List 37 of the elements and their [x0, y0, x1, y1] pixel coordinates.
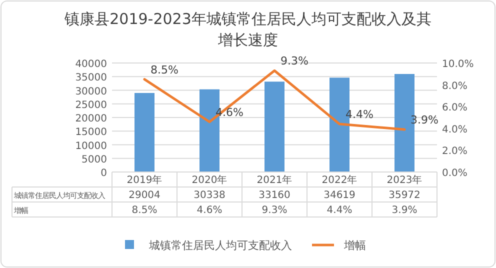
- y2-tick-label: 2.0%: [442, 146, 468, 158]
- data-label: 30338: [194, 190, 226, 201]
- y2-tick-label: 0.0%: [442, 168, 468, 179]
- chart-title: 镇康县2019-2023年城镇常住居民人均可支配收入及其增长速度: [64, 10, 432, 49]
- x-tick-label: 2019年: [126, 174, 162, 186]
- data-label: 29004: [128, 190, 160, 201]
- y-tick-label: 20000: [75, 114, 107, 124]
- y-tick-label: 15000: [75, 127, 107, 138]
- x-tick-label: 2023年: [386, 174, 422, 186]
- y2-tick-label: 4.0%: [442, 124, 468, 136]
- data-label: 8.5%: [132, 205, 158, 216]
- data-label: 4.4%: [326, 205, 352, 216]
- y-tick-label: 5000: [82, 154, 107, 166]
- y-tick-label: 25000: [75, 100, 107, 111]
- data-label: 3.9%: [392, 205, 418, 216]
- y-tick-label: 40000: [75, 59, 107, 70]
- legend-label: 城镇常住居民人均可支配收入: [148, 239, 292, 252]
- y2-tick-label: 8.0%: [442, 80, 468, 92]
- y-tick-label: 35000: [75, 72, 107, 84]
- data-label: 35972: [388, 190, 420, 201]
- data-label: 33160: [258, 190, 290, 201]
- bar: [264, 82, 284, 172]
- text: 9.3%: [280, 54, 308, 68]
- y-tick-label: 10000: [75, 140, 107, 152]
- x-tick-label: 2021年: [256, 174, 292, 186]
- y2-tick-label: 10.0%: [442, 59, 474, 70]
- text: 8.5%: [150, 63, 178, 76]
- x-tick-label: 2022年: [322, 174, 358, 186]
- data-label: 34619: [324, 190, 356, 201]
- y-tick-label: 0: [100, 168, 107, 179]
- data-label: 9.3%: [262, 205, 288, 216]
- y2-tick-label: 6.0%: [442, 102, 468, 114]
- y-tick-label: 30000: [75, 86, 107, 98]
- x-tick-label: 2020年: [192, 174, 228, 186]
- legend-label: 增幅: [343, 239, 366, 252]
- bar: [134, 92, 154, 172]
- data-label: 4.6%: [196, 205, 222, 216]
